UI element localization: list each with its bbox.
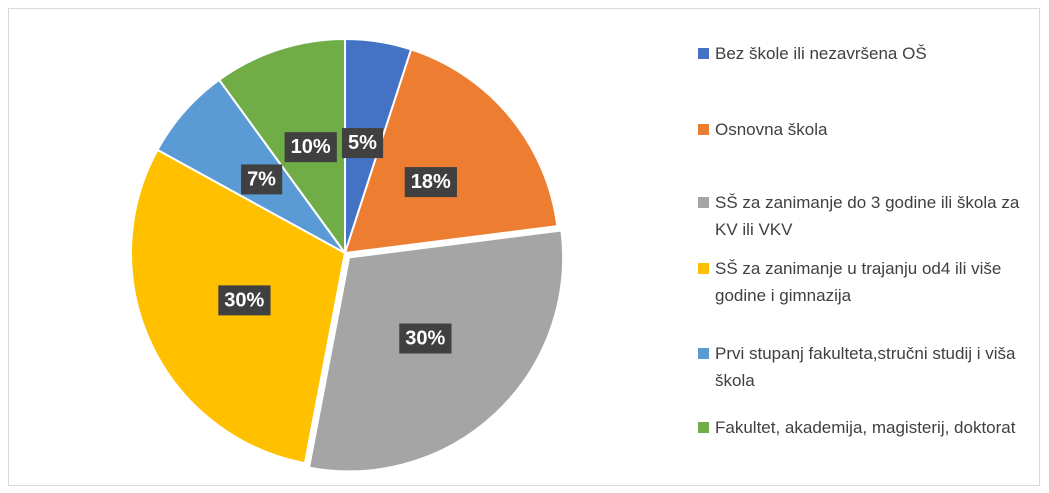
- data-label: 30%: [399, 323, 452, 354]
- legend-label: SŠ za zanimanje u trajanju od4 ili više …: [715, 259, 1002, 305]
- data-label-text: 30%: [405, 327, 445, 349]
- legend-swatch: [698, 263, 709, 274]
- data-label: 5%: [341, 128, 384, 159]
- data-label-text: 30%: [224, 289, 264, 311]
- legend-label: Prvi stupanj fakulteta,stručni studij i …: [715, 344, 1016, 390]
- legend-label: Osnovna škola: [715, 120, 828, 139]
- data-label-box: [241, 164, 283, 195]
- data-label-box: [284, 132, 337, 163]
- legend-item: SŠ za zanimanje do 3 godine ili škola za…: [698, 189, 1045, 243]
- legend-label: Fakultet, akademija, magisterij, doktora…: [715, 418, 1016, 437]
- pie-slice: [343, 48, 559, 255]
- data-label-text: 18%: [411, 171, 451, 193]
- data-label-box: [341, 128, 384, 159]
- data-label-text: 5%: [348, 132, 377, 154]
- legend-item: SŠ za zanimanje u trajanju od4 ili više …: [698, 255, 1045, 309]
- pie-slice: [217, 37, 346, 257]
- legend-swatch: [698, 197, 709, 208]
- data-label: 18%: [404, 167, 457, 198]
- legend-swatch: [698, 348, 709, 359]
- legend-swatch: [698, 124, 709, 135]
- legend-item: Bez škole ili nezavršena OŠ: [698, 40, 1045, 67]
- legend-swatch: [698, 422, 709, 433]
- chart-frame: [8, 8, 1040, 486]
- data-label-box: [218, 285, 271, 316]
- legend-label: Bez škole ili nezavršena OŠ: [715, 44, 927, 63]
- data-label-box: [399, 323, 452, 354]
- legend-swatch: [698, 48, 709, 59]
- data-label-text: 7%: [247, 168, 276, 190]
- data-label: 10%: [284, 132, 337, 163]
- data-label: 30%: [218, 285, 271, 316]
- legend-item: Fakultet, akademija, magisterij, doktora…: [698, 414, 1045, 441]
- legend-item: Osnovna škola: [698, 116, 1045, 143]
- legend-label: SŠ za zanimanje do 3 godine ili škola za…: [715, 193, 1020, 239]
- data-label: 7%: [241, 164, 283, 195]
- legend-item: Prvi stupanj fakulteta,stručni studij i …: [698, 340, 1045, 394]
- data-label-text: 10%: [291, 136, 331, 158]
- data-label-box: [404, 167, 457, 198]
